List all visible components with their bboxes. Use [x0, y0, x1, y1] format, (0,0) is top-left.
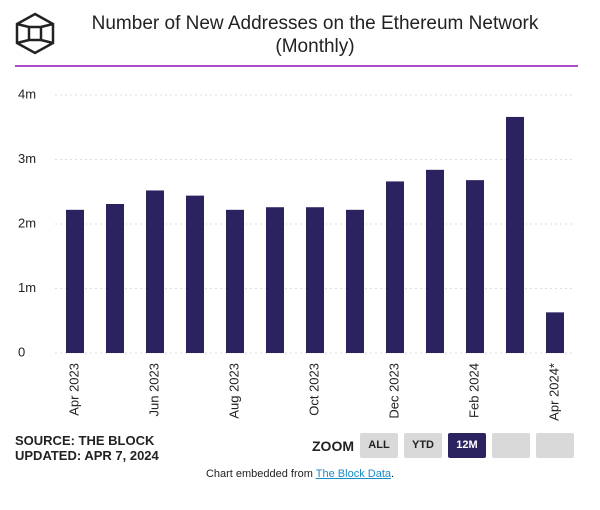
- bar: [426, 169, 444, 353]
- zoom-blank[interactable]: [492, 433, 530, 458]
- bar: [506, 116, 524, 354]
- logo: [15, 12, 55, 55]
- zoom-ytd[interactable]: YTD: [404, 433, 442, 458]
- embed-note: Chart embedded from The Block Data.: [0, 468, 600, 480]
- bar: [306, 207, 324, 353]
- x-tick-label: Feb 2024: [466, 363, 481, 418]
- zoom-blank[interactable]: [536, 433, 574, 458]
- zoom-12m[interactable]: 12M: [448, 433, 486, 458]
- bar: [386, 181, 404, 353]
- bar: [546, 312, 564, 353]
- x-tick-label: Dec 2023: [386, 363, 401, 419]
- bar: [146, 190, 164, 353]
- zoom-label: ZOOM: [312, 438, 354, 454]
- embed-end: .: [391, 468, 395, 480]
- bar: [186, 195, 204, 353]
- x-tick-label: Aug 2023: [226, 363, 241, 419]
- x-tick-label: Oct 2023: [306, 363, 321, 416]
- embed-link[interactable]: The Block Data: [315, 468, 391, 480]
- y-tick-label: 4m: [18, 86, 36, 101]
- zoom-all[interactable]: ALL: [360, 433, 398, 458]
- bar: [346, 209, 364, 353]
- y-tick-label: 2m: [18, 215, 36, 230]
- x-tick-label: Apr 2024*: [546, 363, 561, 421]
- bar: [466, 180, 484, 353]
- chart-title: Number of New Addresses on the Ethereum …: [91, 13, 539, 57]
- embed-text: Chart embedded from: [205, 468, 316, 480]
- bar: [266, 207, 284, 353]
- y-tick-label: 1m: [18, 280, 36, 295]
- source: SOURCE: THE BLOCK: [15, 433, 155, 448]
- bar: [226, 209, 244, 353]
- y-tick-label: 3m: [18, 151, 36, 166]
- y-tick-label: 0: [18, 344, 25, 359]
- x-tick-label: Apr 2023: [66, 363, 81, 416]
- x-tick-label: Jun 2023: [146, 363, 161, 417]
- bar: [66, 209, 84, 353]
- updated: UPDATED: APR 7, 2024: [15, 448, 159, 463]
- bar: [106, 204, 124, 353]
